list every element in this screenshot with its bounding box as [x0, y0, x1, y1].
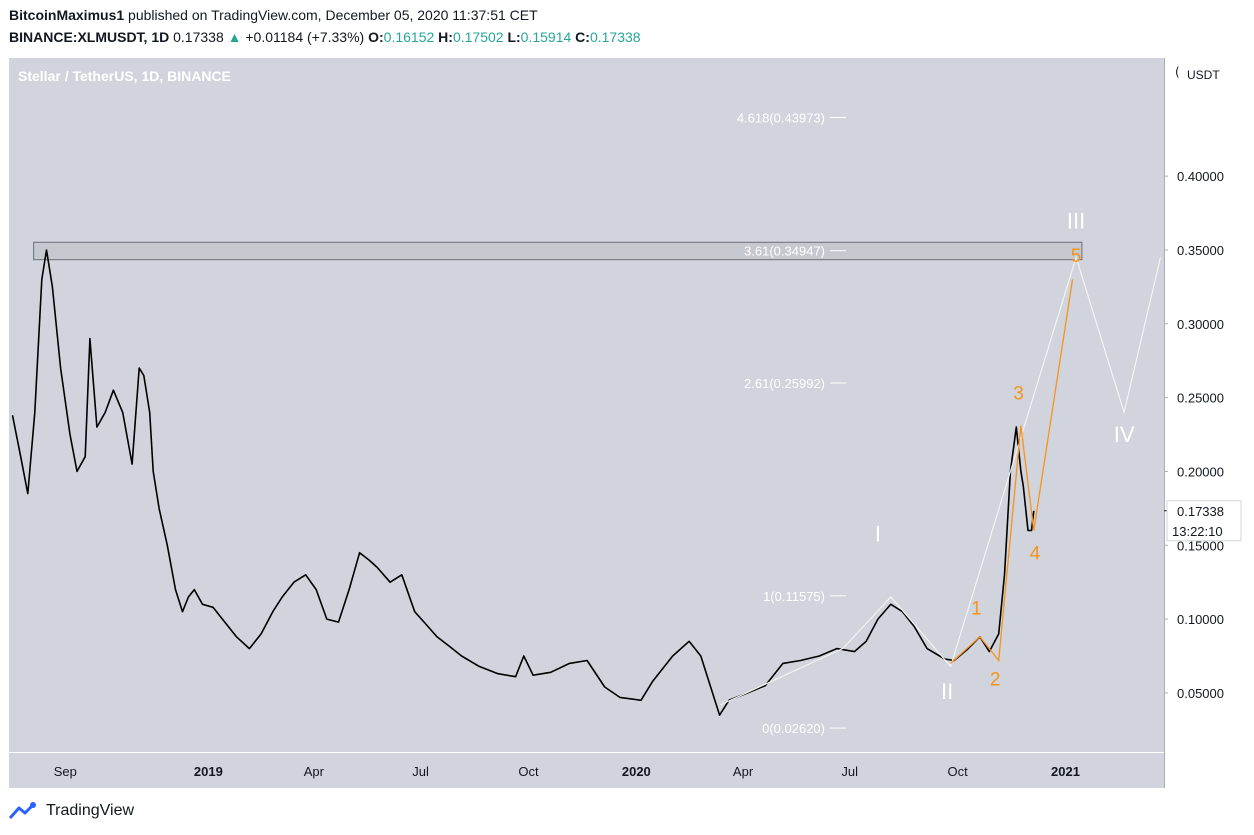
low-label: L: [507, 29, 521, 45]
last-price: 0.17338 [173, 29, 224, 45]
high-value: 0.17502 [452, 29, 504, 45]
price-unit: USDT [1187, 68, 1220, 82]
brand-name: TradingView [46, 802, 135, 819]
publish-info: BitcoinMaximus1 published on TradingView… [9, 7, 538, 23]
last-price-label: 0.17338 [1177, 504, 1224, 519]
price-change: +0.01184 (+7.33%) [245, 29, 365, 45]
sub-wave-label: 4 [1030, 543, 1041, 564]
x-tick-label: Sep [54, 764, 77, 779]
plot-area[interactable] [9, 58, 1164, 752]
axis-toggle-icon[interactable]: ( [1175, 65, 1180, 79]
x-tick-label: Oct [948, 764, 969, 779]
x-tick-label: 2020 [622, 764, 651, 779]
open-label: O: [368, 29, 384, 45]
y-tick-label: 0.30000 [1177, 317, 1224, 332]
price-chart[interactable]: Stellar / TetherUS, 1D, BINANCE USDT ( 4… [0, 0, 1254, 800]
time-axis[interactable] [9, 752, 1164, 788]
chart-legend: Stellar / TetherUS, 1D, BINANCE [18, 68, 231, 84]
sub-wave-label: 3 [1013, 384, 1024, 405]
x-tick-label: Oct [518, 764, 539, 779]
fib-level-label: 3.61(0.34947) [744, 244, 825, 259]
price-axis[interactable] [1164, 58, 1254, 788]
y-tick-label: 0.05000 [1177, 686, 1224, 701]
x-tick-label: 2021 [1051, 764, 1080, 779]
major-wave-label: III [1067, 209, 1085, 234]
major-wave-label: II [941, 679, 953, 704]
x-tick-label: 2019 [194, 764, 223, 779]
y-tick-label: 0.20000 [1177, 464, 1224, 479]
author-name: BitcoinMaximus1 [9, 7, 125, 23]
fib-level-label: 1(0.11575) [763, 589, 825, 604]
major-wave-label: I [875, 522, 881, 547]
sub-wave-path[interactable] [950, 279, 1074, 664]
y-tick-label: 0.25000 [1177, 391, 1224, 406]
up-arrow-icon: ▲ [227, 29, 242, 45]
price-series[interactable] [11, 249, 1035, 716]
published-text: published on TradingView.com, December 0… [128, 7, 538, 23]
tradingview-brand[interactable]: TradingView [8, 801, 134, 821]
projection-path[interactable] [720, 255, 1162, 706]
major-wave-label: IV [1114, 422, 1135, 447]
symbol-label: BINANCE:XLMUSDT, 1D [9, 29, 170, 45]
tradingview-logo-icon [8, 802, 36, 820]
y-tick-label: 0.40000 [1177, 169, 1224, 184]
low-value: 0.15914 [520, 29, 572, 45]
y-tick-label: 0.15000 [1177, 538, 1224, 553]
y-tick-label: 0.10000 [1177, 612, 1224, 627]
sub-wave-label: 2 [990, 670, 1001, 691]
fib-level-label: 4.618(0.43973) [737, 110, 825, 125]
x-tick-label: Apr [304, 764, 325, 779]
x-tick-label: Apr [733, 764, 754, 779]
x-tick-label: Jul [412, 764, 429, 779]
y-tick-label: 0.35000 [1177, 243, 1224, 258]
fib-level-label: 0(0.02620) [762, 721, 825, 736]
bar-countdown-label: 13:22:10 [1172, 524, 1223, 539]
open-value: 0.16152 [383, 29, 435, 45]
x-tick-label: Jul [841, 764, 858, 779]
sub-wave-label: 5 [1071, 246, 1082, 267]
high-label: H: [438, 29, 453, 45]
close-label: C: [575, 29, 590, 45]
fib-level-label: 2.61(0.25992) [744, 376, 825, 391]
close-value: 0.17338 [589, 29, 641, 45]
sub-wave-label: 1 [971, 599, 982, 620]
symbol-info: BINANCE:XLMUSDT, 1D 0.17338 ▲ +0.01184 (… [9, 29, 641, 45]
last-price-box [1166, 500, 1242, 542]
resistance-zone[interactable] [33, 241, 1083, 261]
